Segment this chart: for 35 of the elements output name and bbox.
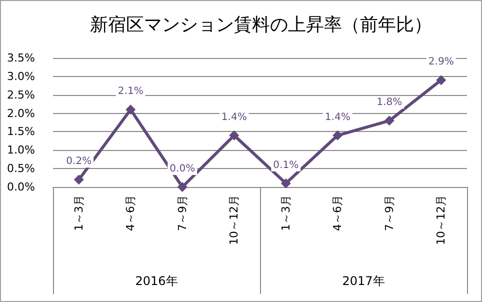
y-tick-label: 2.0% [7, 106, 35, 120]
y-tick-label: 0.5% [7, 162, 35, 176]
point [229, 130, 240, 140]
y-tick-label: 3.5% [7, 52, 35, 64]
x-tick-label: 7～9月 [176, 195, 189, 231]
data-label: 1.4% [221, 112, 247, 123]
y-tick-label: 3.0% [7, 70, 35, 83]
data-label: 0.2% [66, 156, 92, 168]
y-tick-label: 0.0% [7, 180, 35, 194]
text: 2017年 [342, 274, 385, 288]
point [177, 182, 188, 192]
y-tick-label: 1.0% [7, 144, 35, 157]
data-label: 0.1% [273, 160, 299, 171]
x-tick-label: 4～6月 [124, 195, 138, 231]
point [126, 104, 136, 115]
x-tick-label: 7～9月 [382, 195, 396, 231]
data-label: 2.1% [118, 86, 144, 98]
chart-title: 新宿区マンション賃料の上昇率（前年比） [90, 14, 432, 36]
data-label: 2.9% [428, 56, 454, 68]
point [332, 130, 343, 140]
x-tick-label: 10～12月 [228, 195, 241, 245]
x-tick-label: 4～6月 [331, 195, 344, 231]
y-tick-label: 1.5% [7, 125, 35, 138]
point [436, 75, 446, 86]
point [280, 178, 291, 188]
data-label: 1.8% [376, 97, 402, 108]
data-label: 1.4% [324, 112, 350, 123]
y-tick-label: 2.5% [7, 88, 35, 102]
point [384, 116, 394, 126]
x-tick-label: 1～3月 [279, 195, 292, 231]
point [74, 174, 84, 185]
x-tick-label: 1～3月 [72, 195, 86, 231]
x-tick-label: 10～12月 [434, 195, 448, 245]
text: 2016年 [135, 274, 178, 288]
data-label: 0.0% [170, 164, 196, 174]
